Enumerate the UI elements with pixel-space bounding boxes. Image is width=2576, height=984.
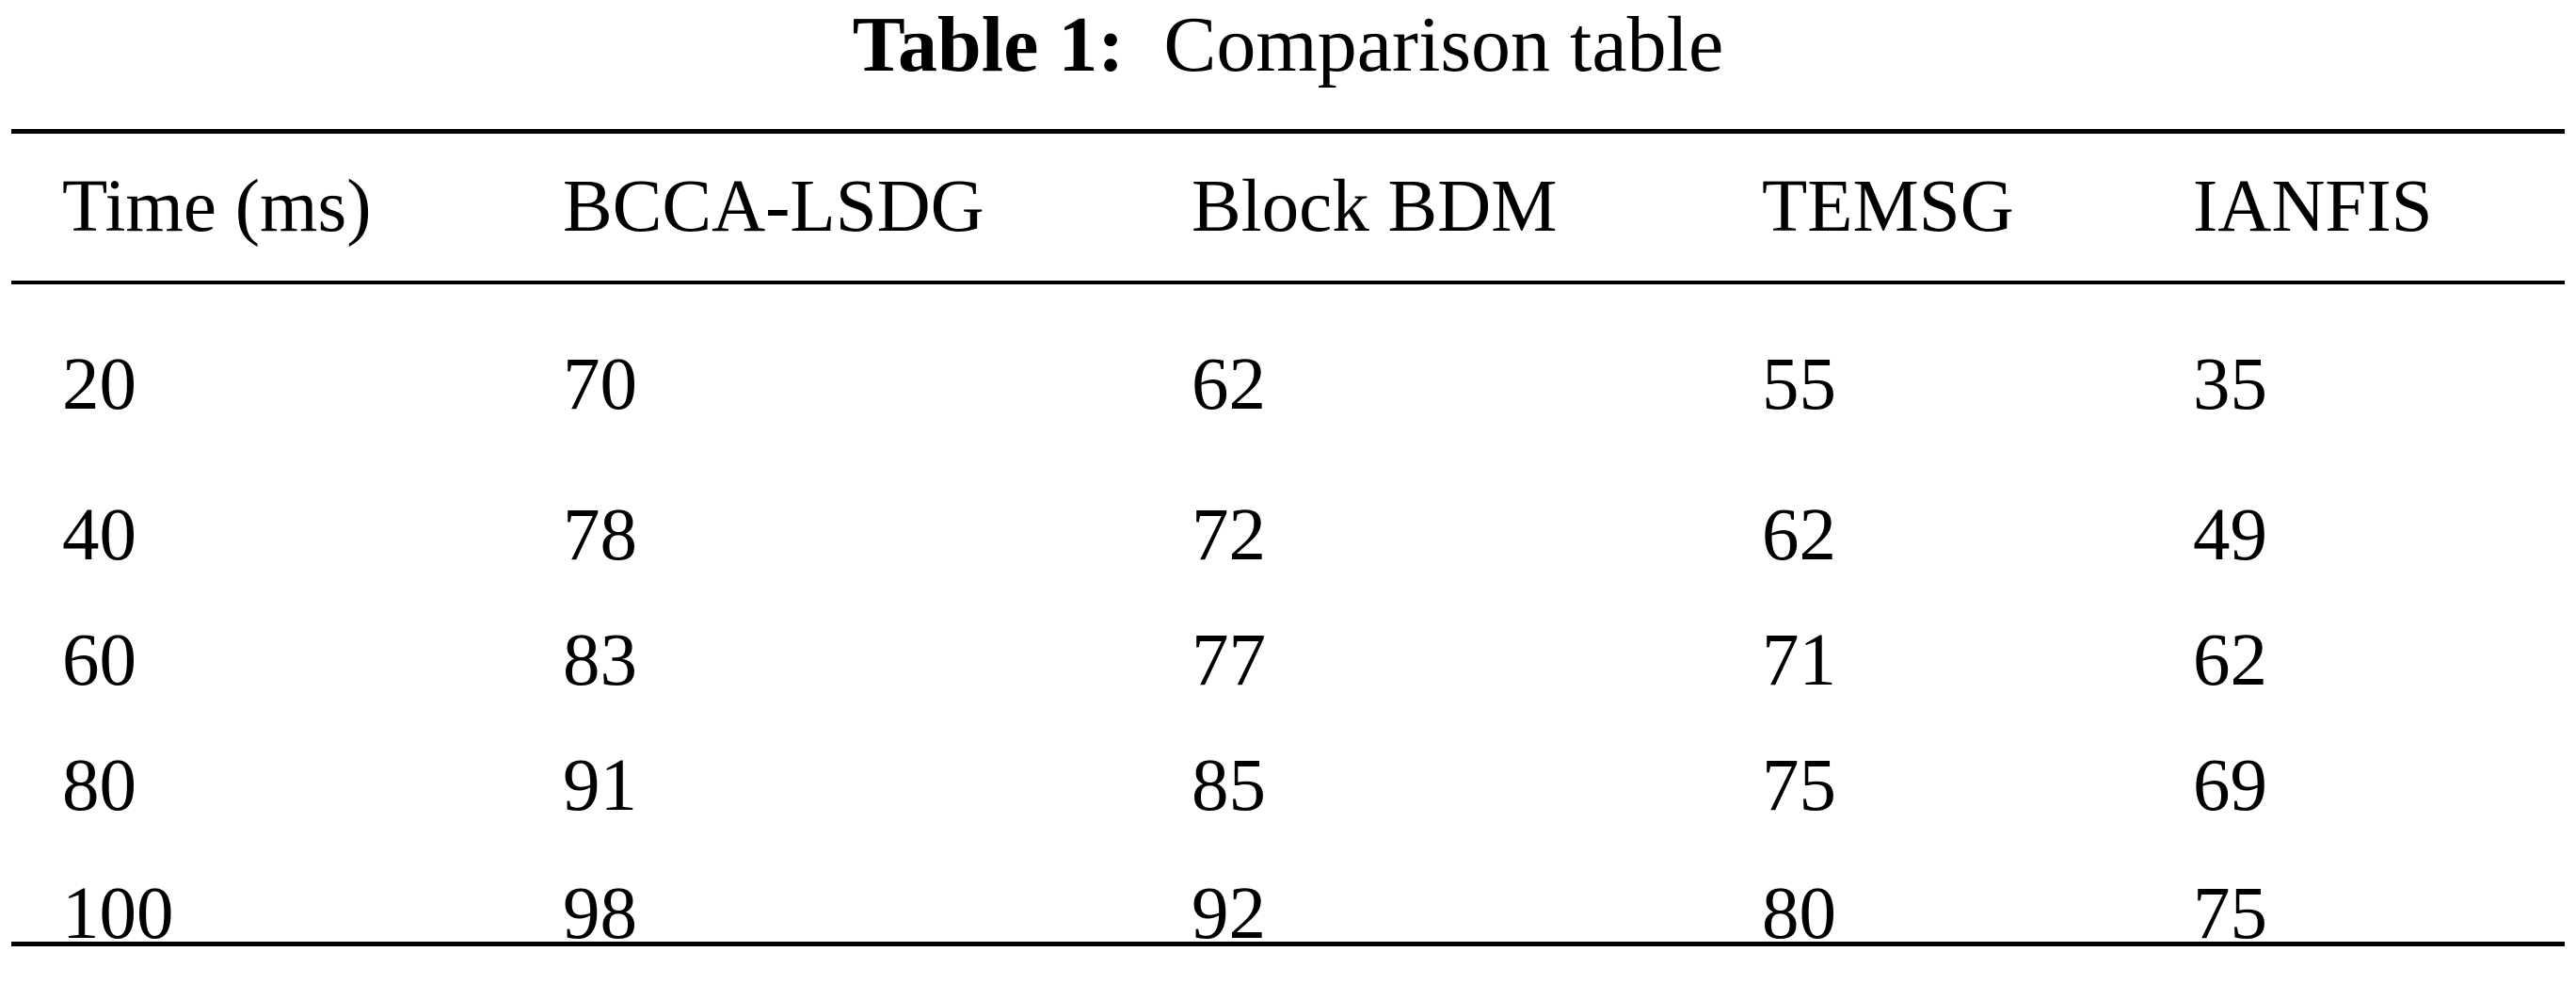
- cell-block-bdm: 77: [1192, 619, 1266, 702]
- cell-temsg: 80: [1762, 873, 1836, 955]
- cell-block-bdm: 92: [1192, 873, 1266, 955]
- cell-bcca-lsdg: 98: [563, 873, 637, 955]
- header-time: Time (ms): [62, 166, 372, 248]
- cell-ianfis: 62: [2193, 619, 2267, 702]
- top-rule: [11, 129, 2565, 134]
- cell-block-bdm: 62: [1192, 344, 1266, 426]
- table-header-row: Time (ms) BCCA-LSDG Block BDM TEMSG IANF…: [0, 134, 2576, 281]
- header-block-bdm: Block BDM: [1192, 166, 1558, 248]
- caption-text: Comparison table: [1163, 1, 1724, 89]
- cell-temsg: 62: [1762, 493, 1836, 576]
- bottom-rule: [11, 942, 2565, 946]
- cell-ianfis: 49: [2193, 493, 2267, 576]
- comparison-table: Time (ms) BCCA-LSDG Block BDM TEMSG IANF…: [0, 134, 2576, 984]
- table-row: 20 70 62 55 35: [0, 281, 2576, 473]
- cell-ianfis: 69: [2193, 744, 2267, 827]
- cell-time: 60: [62, 619, 136, 702]
- table-row: 40 78 72 62 49: [0, 473, 2576, 598]
- cell-temsg: 55: [1762, 344, 1836, 426]
- header-ianfis: IANFIS: [2193, 166, 2433, 248]
- table-row: 80 91 85 75 69: [0, 723, 2576, 848]
- cell-time: 40: [62, 493, 136, 576]
- cell-temsg: 71: [1762, 619, 1836, 702]
- cell-bcca-lsdg: 70: [563, 344, 637, 426]
- cell-time: 100: [62, 873, 174, 955]
- caption-label: Table 1:: [852, 1, 1125, 89]
- header-temsg: TEMSG: [1762, 166, 2014, 248]
- cell-time: 20: [62, 344, 136, 426]
- cell-time: 80: [62, 744, 136, 827]
- cell-block-bdm: 85: [1192, 744, 1266, 827]
- cell-block-bdm: 72: [1192, 493, 1266, 576]
- table-row: 60 83 77 71 62: [0, 598, 2576, 723]
- cell-bcca-lsdg: 78: [563, 493, 637, 576]
- cell-bcca-lsdg: 91: [563, 744, 637, 827]
- cell-bcca-lsdg: 83: [563, 619, 637, 702]
- header-rule: [11, 281, 2565, 284]
- cell-ianfis: 75: [2193, 873, 2267, 955]
- cell-ianfis: 35: [2193, 344, 2267, 426]
- header-bcca-lsdg: BCCA-LSDG: [563, 166, 984, 248]
- table-row: 100 98 92 80 75: [0, 848, 2576, 984]
- cell-temsg: 75: [1762, 744, 1836, 827]
- table-caption: Table 1: Comparison table: [0, 0, 2576, 132]
